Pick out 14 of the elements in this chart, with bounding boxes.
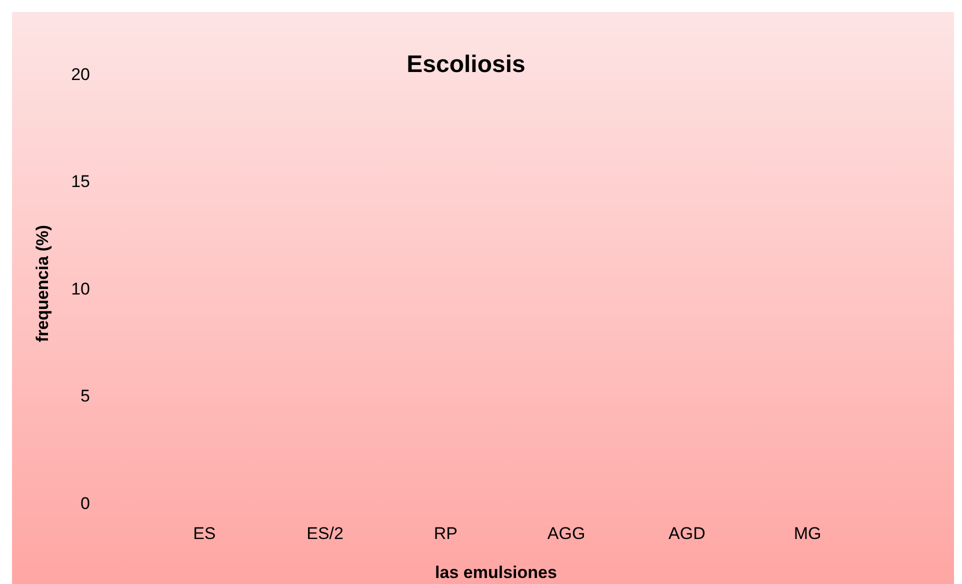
x-tick-label: RP [434,524,458,543]
y-tick-label: 0 [80,494,90,513]
x-axis-title: las emulsiones [435,563,557,582]
y-tick-label: 20 [71,64,90,84]
x-tick-label: ES [193,524,216,543]
y-tick-label: 5 [80,386,90,406]
y-tick-label: 15 [71,172,90,192]
chart-title: Escoliosis [406,51,526,78]
y-axis-title: frequencia (%) [33,224,52,342]
y-tick-label: 10 [71,279,90,298]
x-tick-label: ES/2 [306,524,344,543]
x-tick-label: AGG [547,524,586,543]
x-tick-label: AGD [668,524,706,543]
x-tick-label: MG [794,524,822,543]
